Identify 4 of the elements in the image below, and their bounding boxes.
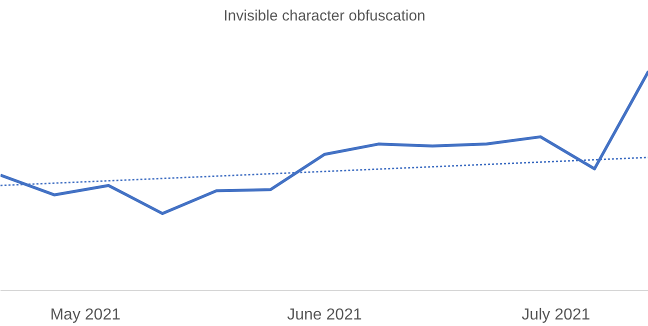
x-tick-label: June 2021 bbox=[287, 306, 362, 324]
x-tick-label: May 2021 bbox=[50, 306, 121, 324]
x-tick-label: July 2021 bbox=[522, 306, 590, 324]
chart-title: Invisible character obfuscation bbox=[224, 8, 426, 24]
